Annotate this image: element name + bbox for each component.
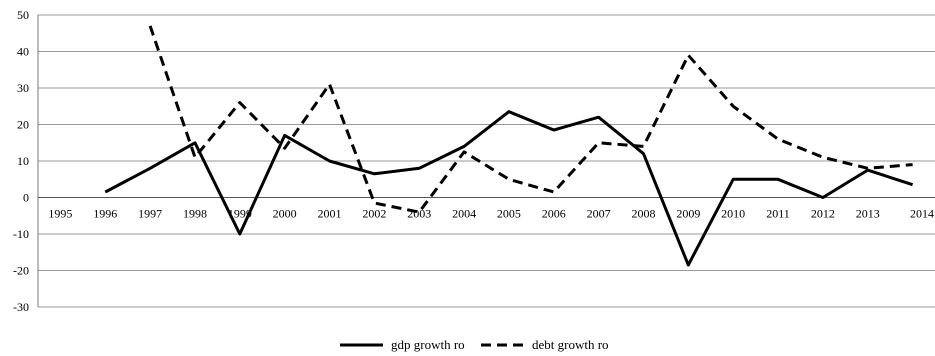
series-line-gdp [104,110,914,267]
x-tick-label: 1996 [93,207,117,221]
x-tick-label: 2003 [407,207,431,221]
x-tick-label: 1998 [183,207,207,221]
x-tick-label: 1999 [228,207,252,221]
x-tick-label: 2009 [676,207,700,221]
x-tick-label: 2012 [811,207,835,221]
x-tick-label: 2013 [856,207,880,221]
y-tick-label: 10 [17,154,29,168]
y-tick-label: -20 [13,264,29,278]
x-tick-label: 2006 [542,207,566,221]
y-tick-label: 0 [23,191,29,205]
x-tick-label: 2005 [497,207,521,221]
x-tick-label: 2011 [766,207,790,221]
y-axis-ticks: 50 40 30 20 10 0 -10 -20 -30 [13,8,29,314]
y-tick-label: 50 [17,8,29,22]
axes [37,15,935,307]
x-tick-label: 2007 [587,207,611,221]
legend-label: gdp growth ro [391,337,465,352]
x-tick-label: 1995 [48,207,72,221]
x-axis-ticks: 1995 1996 1997 1998 1999 2000 2001 2002 2003 2004… [48,207,934,221]
y-tick-label: 20 [17,118,29,132]
x-tick-label: 1997 [138,207,162,221]
x-tick-label: 2010 [721,207,745,221]
series-lines [104,25,914,267]
x-tick-label: 2001 [318,207,342,221]
series-line-debt [148,25,913,214]
legend-label: debt growth ro [532,337,609,352]
y-tick-label: -30 [13,300,29,314]
x-tick-label: 2004 [452,207,476,221]
x-tick-label: 2000 [273,207,297,221]
x-tick-label: 2014 [910,207,934,221]
y-tick-label: -10 [13,227,29,241]
grid-lines [38,14,935,308]
y-tick-label: 30 [17,81,29,95]
x-tick-label: 2008 [631,207,655,221]
legend: gdp growth ro debt growth ro [340,337,609,352]
y-tick-label: 40 [17,45,29,59]
x-tick-label: 2002 [362,207,386,221]
